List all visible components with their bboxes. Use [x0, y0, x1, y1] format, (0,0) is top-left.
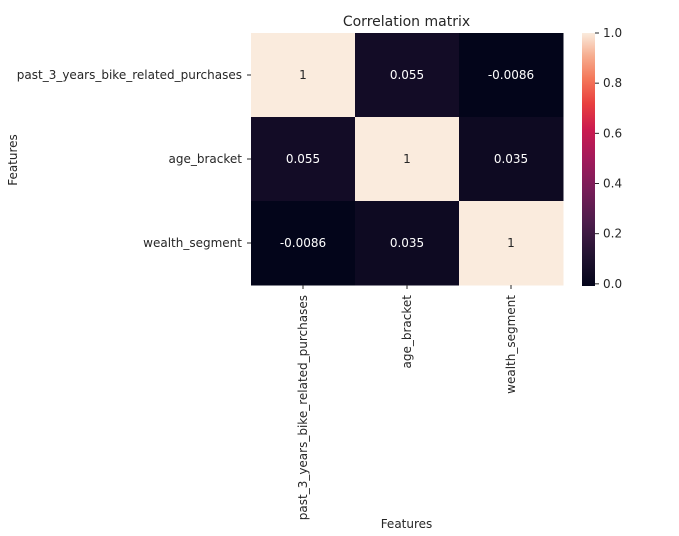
- heatmap-cell: [355, 33, 460, 118]
- row-label: age_bracket: [169, 152, 243, 166]
- heatmap-cells: 1 0.055 -0.0086 0.055 1 0.035 -0.0086 0.035 1: [251, 33, 564, 286]
- colorbar-tick-label: 0.6: [603, 126, 622, 140]
- heatmap-cell: [355, 117, 460, 202]
- colorbar-tick-label: 0.4: [603, 177, 622, 191]
- heatmap-cell: [459, 201, 564, 286]
- heatmap-cell: [251, 201, 356, 286]
- row-label: past_3_years_bike_related_purchases: [17, 68, 242, 82]
- colorbar-tick-label: 0.8: [603, 76, 622, 90]
- cell-annotation: 1: [403, 152, 411, 166]
- heatmap-cell: [251, 117, 356, 202]
- x-axis-label: Features: [381, 517, 433, 531]
- cell-annotation: 1: [507, 236, 515, 250]
- cell-annotation: -0.0086: [280, 236, 326, 250]
- heatmap-cell: [459, 117, 564, 202]
- colorbar-tick-label: 1.0: [603, 26, 622, 40]
- heatmap-cell: [459, 33, 564, 118]
- column-label: past_3_years_bike_related_purchases: [296, 295, 310, 520]
- heatmap-cell: [355, 201, 460, 286]
- heatmap-cell: [251, 33, 356, 118]
- chart-title: Correlation matrix: [343, 14, 470, 30]
- colorbar-ticks: 0.0 0.2 0.4 0.6 0.8 1.0: [595, 26, 622, 291]
- row-label: wealth_segment: [143, 236, 242, 250]
- cell-annotation: 0.035: [390, 236, 424, 250]
- cell-annotation: -0.0086: [488, 68, 534, 82]
- cell-annotation: 0.035: [494, 152, 528, 166]
- column-labels: past_3_years_bike_related_purchases age_b…: [296, 285, 518, 520]
- column-label: wealth_segment: [504, 295, 518, 394]
- y-axis-label: Features: [6, 134, 20, 186]
- cell-annotation: 1: [299, 68, 307, 82]
- colorbar: [582, 33, 595, 286]
- colorbar-tick-label: 0.2: [603, 227, 622, 241]
- column-label: age_bracket: [400, 295, 414, 369]
- cell-annotation: 0.055: [390, 68, 424, 82]
- cell-annotation: 0.055: [286, 152, 320, 166]
- colorbar-tick-label: 0.0: [603, 277, 622, 291]
- row-labels: past_3_years_bike_related_purchases age_b…: [17, 68, 251, 250]
